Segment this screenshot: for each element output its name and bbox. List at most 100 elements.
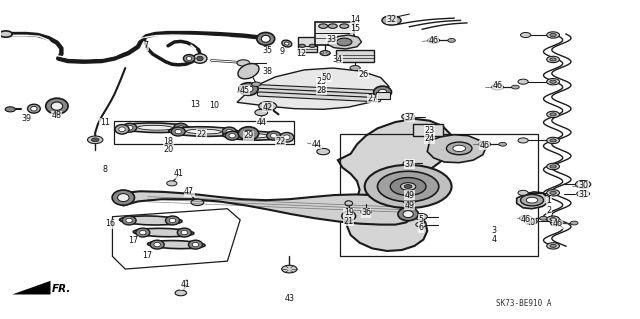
Bar — [115, 122, 294, 144]
Ellipse shape — [112, 190, 134, 205]
Text: FR.: FR. — [52, 284, 71, 294]
Ellipse shape — [378, 89, 387, 95]
Text: 44: 44 — [312, 140, 322, 149]
Text: 41: 41 — [173, 169, 183, 178]
Ellipse shape — [223, 131, 284, 140]
Text: 31: 31 — [578, 190, 588, 199]
Circle shape — [550, 165, 556, 168]
Text: 5: 5 — [419, 215, 424, 224]
Circle shape — [540, 216, 547, 220]
Ellipse shape — [175, 129, 181, 134]
Ellipse shape — [115, 124, 129, 134]
Circle shape — [415, 213, 428, 220]
Text: 46: 46 — [552, 219, 563, 228]
Ellipse shape — [244, 130, 253, 137]
Ellipse shape — [239, 83, 258, 95]
Ellipse shape — [226, 129, 232, 134]
Text: 45: 45 — [239, 86, 250, 95]
Text: 23: 23 — [425, 126, 435, 135]
Circle shape — [520, 33, 531, 38]
Text: 28: 28 — [316, 86, 326, 95]
Circle shape — [404, 185, 412, 189]
Circle shape — [252, 82, 260, 86]
Polygon shape — [328, 35, 362, 49]
Ellipse shape — [282, 40, 292, 47]
Circle shape — [390, 178, 426, 196]
Ellipse shape — [120, 216, 182, 225]
Polygon shape — [12, 281, 51, 294]
Circle shape — [167, 181, 177, 186]
Circle shape — [378, 171, 439, 202]
Circle shape — [317, 148, 330, 155]
Circle shape — [88, 136, 103, 144]
Ellipse shape — [138, 125, 173, 130]
Ellipse shape — [120, 123, 190, 132]
Circle shape — [255, 109, 268, 116]
Polygon shape — [338, 119, 453, 251]
Circle shape — [401, 183, 416, 190]
Text: 10: 10 — [210, 101, 220, 110]
Ellipse shape — [119, 127, 125, 132]
Text: 20: 20 — [164, 145, 173, 154]
Circle shape — [191, 199, 204, 205]
Text: 42: 42 — [262, 103, 273, 112]
Circle shape — [309, 44, 316, 48]
Ellipse shape — [186, 56, 191, 60]
Circle shape — [577, 191, 589, 197]
Circle shape — [511, 85, 519, 89]
Text: 18: 18 — [164, 137, 173, 145]
Circle shape — [570, 221, 578, 225]
Polygon shape — [516, 192, 548, 209]
Circle shape — [547, 111, 559, 118]
Text: 41: 41 — [181, 280, 191, 289]
Bar — [336, 50, 374, 62]
Text: 19: 19 — [344, 208, 354, 217]
Circle shape — [547, 78, 559, 85]
Ellipse shape — [166, 216, 179, 225]
Ellipse shape — [154, 242, 161, 247]
Ellipse shape — [150, 240, 164, 249]
Circle shape — [547, 137, 559, 144]
Text: 46: 46 — [520, 215, 531, 224]
Text: 48: 48 — [52, 111, 62, 120]
Ellipse shape — [140, 230, 146, 235]
Ellipse shape — [181, 230, 188, 235]
Circle shape — [259, 102, 276, 111]
Text: 6: 6 — [419, 223, 424, 232]
Circle shape — [547, 216, 559, 222]
Text: 49: 49 — [404, 190, 415, 200]
Ellipse shape — [177, 125, 184, 130]
Ellipse shape — [345, 201, 353, 206]
Ellipse shape — [126, 218, 132, 223]
Ellipse shape — [404, 198, 415, 205]
Circle shape — [550, 80, 556, 83]
Text: 26: 26 — [358, 70, 369, 79]
Text: 17: 17 — [129, 236, 139, 245]
Circle shape — [299, 44, 305, 48]
Circle shape — [5, 107, 15, 112]
Circle shape — [340, 24, 349, 28]
Text: 30: 30 — [578, 181, 588, 190]
Ellipse shape — [51, 102, 63, 110]
Text: 47: 47 — [184, 187, 194, 197]
Text: 44: 44 — [256, 117, 266, 127]
Ellipse shape — [45, 98, 68, 114]
Circle shape — [365, 165, 452, 208]
Circle shape — [403, 161, 413, 166]
Text: 37: 37 — [404, 160, 415, 169]
Text: 3: 3 — [492, 226, 496, 235]
Circle shape — [492, 84, 503, 90]
Circle shape — [448, 39, 456, 42]
Circle shape — [547, 190, 559, 196]
Ellipse shape — [244, 86, 253, 92]
Circle shape — [547, 32, 559, 38]
Circle shape — [328, 24, 337, 28]
Text: 12: 12 — [296, 48, 306, 58]
Text: 35: 35 — [262, 46, 273, 56]
Ellipse shape — [28, 104, 40, 113]
Text: 37: 37 — [404, 113, 415, 122]
Circle shape — [575, 181, 591, 188]
Text: 24: 24 — [425, 134, 435, 143]
Text: 22: 22 — [275, 137, 285, 145]
Ellipse shape — [280, 132, 294, 142]
